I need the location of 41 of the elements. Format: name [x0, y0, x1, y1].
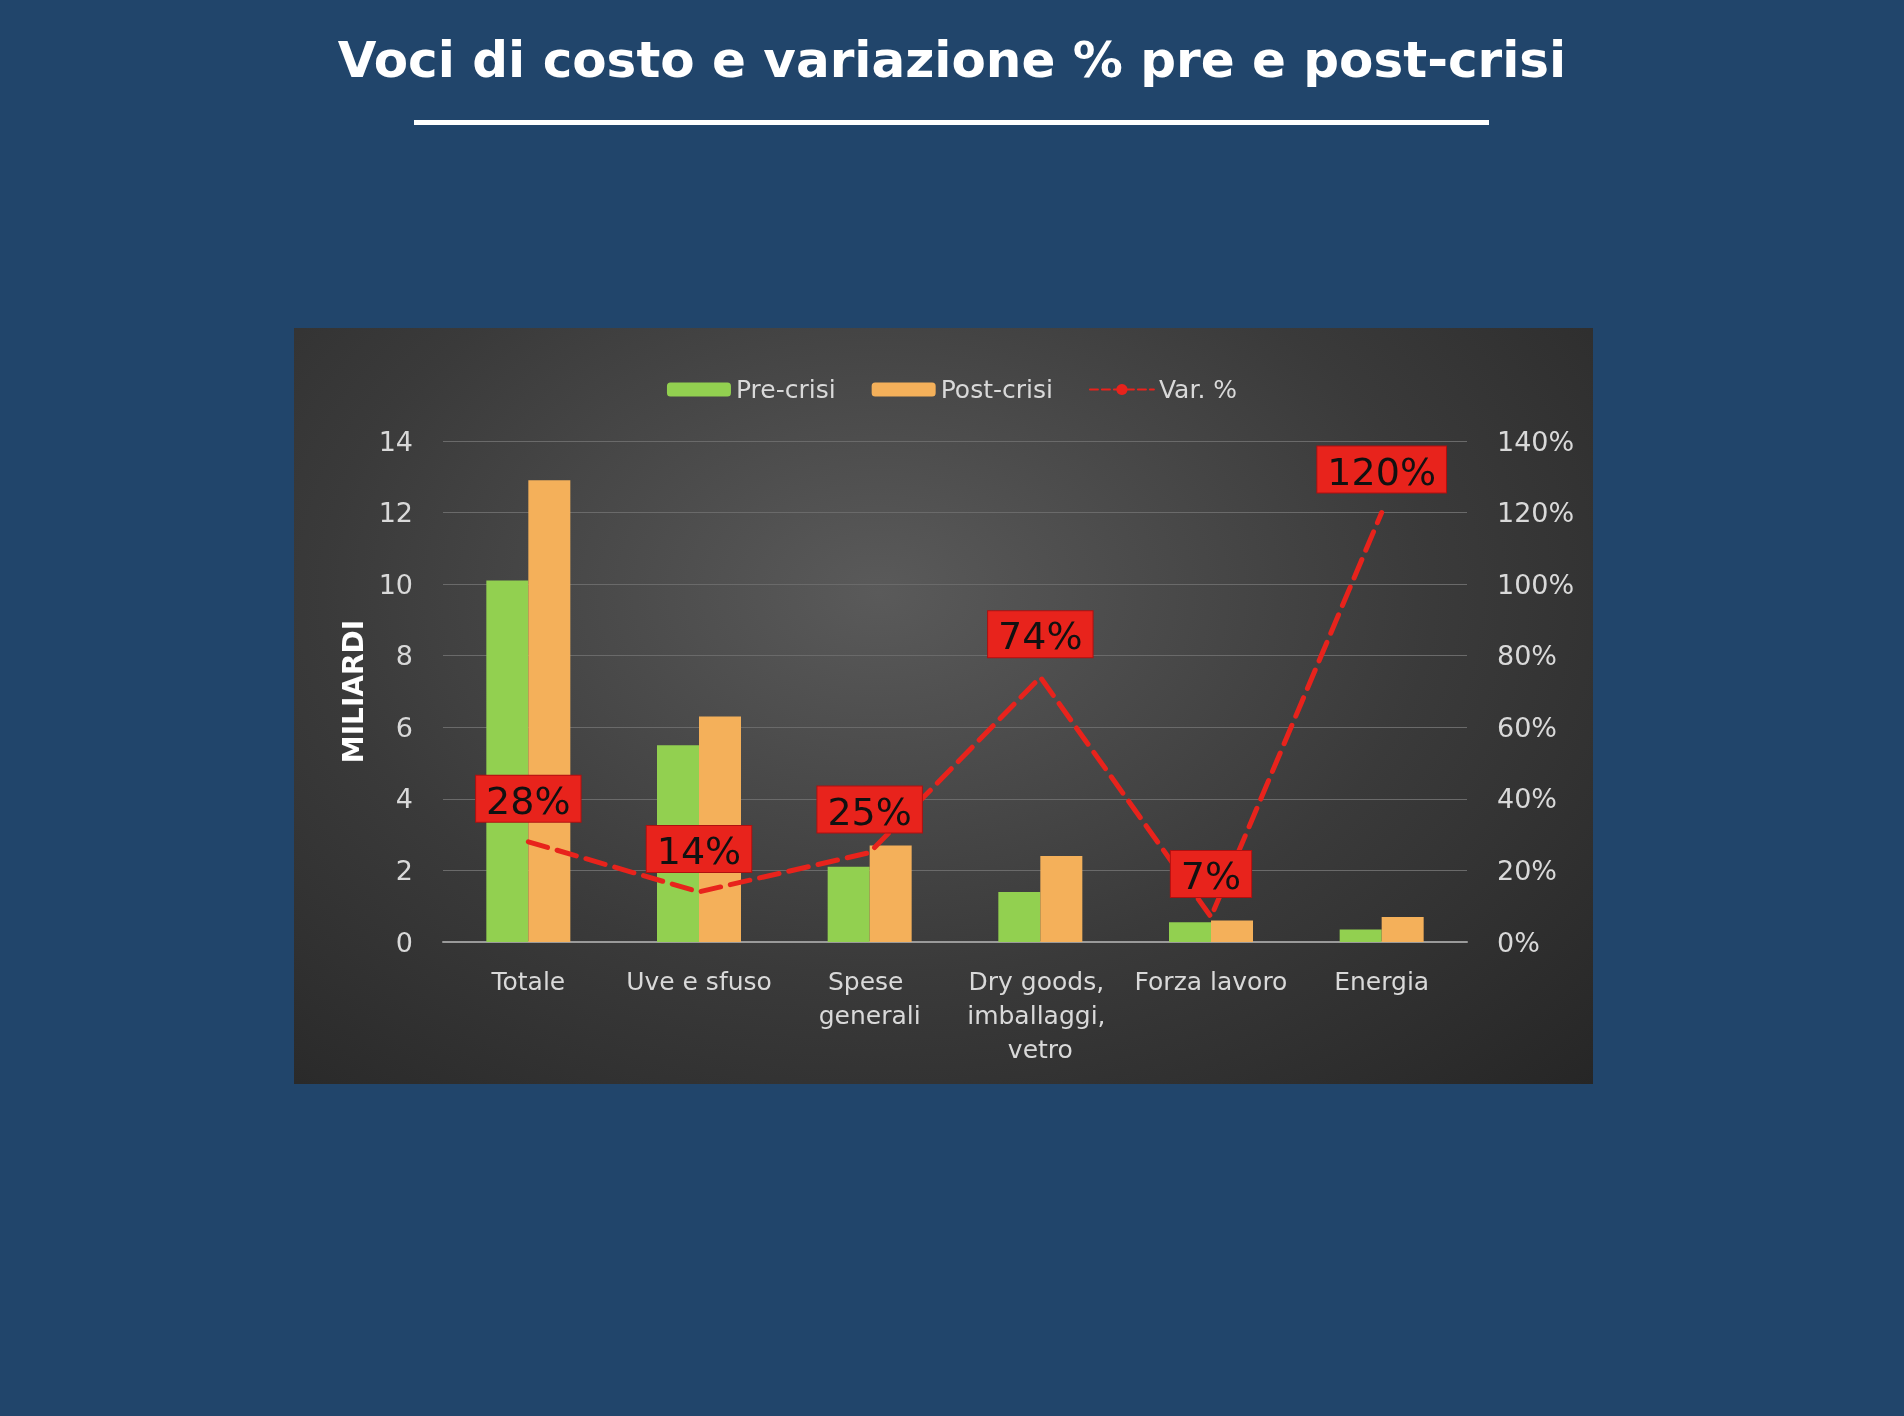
chart-title: Voci di costo e variazione % pre e post-crisi	[337, 31, 1567, 89]
y2-tick-label: 60%	[1497, 711, 1558, 743]
y-axis-title: MILIARDI	[337, 619, 371, 764]
y2-tick-label: 100%	[1497, 568, 1575, 600]
data-label: 25%	[827, 789, 912, 834]
y-tick-label: 0	[395, 926, 413, 958]
y-tick-label: 14	[378, 425, 413, 457]
y2-tick-label: 120%	[1497, 497, 1575, 529]
data-label: 74%	[998, 614, 1083, 659]
bar	[1381, 916, 1424, 942]
data-label: 14%	[656, 828, 742, 873]
bar	[869, 845, 912, 942]
bar	[827, 866, 870, 942]
bar	[1040, 856, 1083, 942]
y-tick-label: 12	[378, 497, 413, 529]
data-label: 7%	[1180, 853, 1242, 898]
bar	[1211, 920, 1253, 942]
y-tick-label: 4	[395, 783, 413, 815]
legend-label: Pre-crisi	[735, 375, 836, 404]
y2-tick-label: 140%	[1497, 425, 1575, 457]
bar	[1339, 929, 1382, 942]
x-tick-label: Uve e sfuso	[626, 966, 772, 996]
y-tick-label: 10	[378, 568, 413, 600]
x-tick-label: Spese generali	[818, 966, 921, 1030]
y2-tick-label: 20%	[1497, 854, 1558, 886]
x-tick-label: Forza lavoro	[1134, 966, 1288, 996]
y-tick-label: 2	[395, 854, 413, 886]
bar	[998, 891, 1041, 942]
y2-tick-label: 0%	[1497, 926, 1540, 958]
y2-tick-label: 40%	[1497, 783, 1558, 815]
legend-label: Post-crisi	[940, 375, 1053, 404]
data-label: 120%	[1327, 449, 1436, 494]
bar	[1169, 922, 1211, 942]
y-tick-label: 8	[395, 640, 413, 672]
legend-label: Var. %	[1158, 375, 1238, 404]
x-tick-label: Totale	[490, 966, 566, 996]
x-tick-label: Energia	[1334, 966, 1430, 996]
data-label: 28%	[486, 778, 571, 823]
y2-tick-label: 80%	[1497, 640, 1558, 672]
y-tick-label: 6	[395, 711, 413, 743]
x-tick-label: Dry goods, imballaggi, vetro	[967, 966, 1114, 1064]
